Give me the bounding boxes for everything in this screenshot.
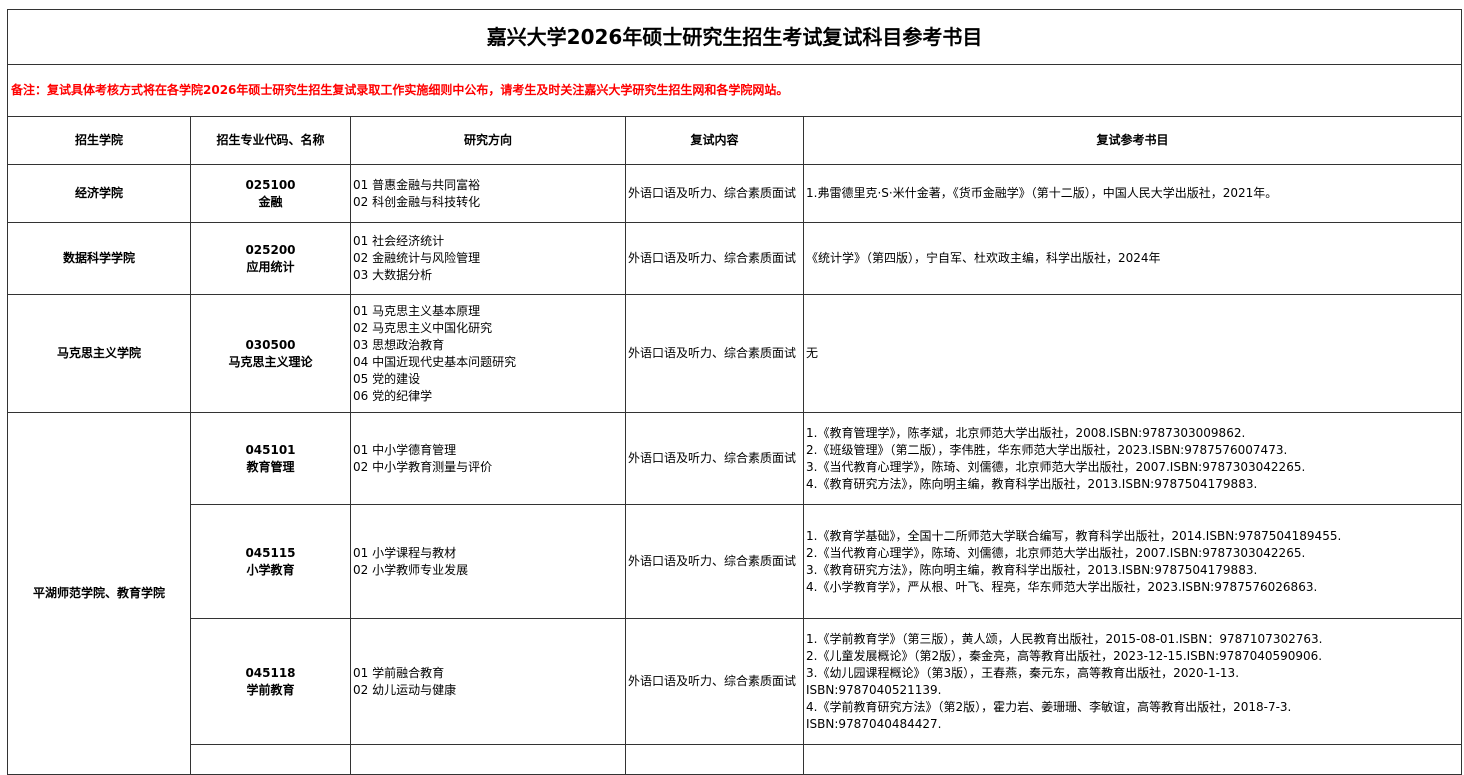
content-cell: 外语口语及听力、综合素质面试	[625, 618, 804, 745]
directions-cell: 01 社会经济统计 02 金融统计与风险管理 03 大数据分析	[350, 222, 626, 295]
page-title: 嘉兴大学2026年硕士研究生招生考试复试科目参考书目	[6, 9, 1463, 65]
college-cell: 马克思主义学院	[7, 294, 191, 413]
header-college: 招生学院	[7, 116, 191, 165]
major-code: 045115	[245, 545, 296, 560]
books-cell: 1.《教育管理学》，陈孝斌，北京师范大学出版社，2008.ISBN:978730…	[802, 412, 1463, 505]
major-name: 教育管理	[246, 459, 295, 474]
books-cell: 1.《学前教育学》（第三版），黄人颂，人民教育出版社，2015-08-01.IS…	[802, 618, 1463, 745]
major-name: 马克思主义理论	[228, 354, 313, 369]
major-cell: 025100 金融	[190, 164, 351, 223]
major-cell: 045115 小学教育	[190, 504, 351, 619]
table-row: 经济学院 025100 金融 01 普惠金融与共同富裕 02 科创金融与科技转化 …	[7, 164, 1463, 223]
books-cell: 1.《教育学基础》，全国十二所师范大学联合编写，教育科学出版社，2014.ISB…	[802, 504, 1463, 619]
directions-cell: 01 马克思主义基本原理 02 马克思主义中国化研究 03 思想政治教育 04 …	[350, 294, 626, 413]
major-cell: 025200 应用统计	[190, 222, 351, 295]
table-row	[8, 744, 1463, 775]
directions-cell: 01 学前融合教育 02 幼儿运动与健康	[350, 618, 626, 745]
content-cell: 外语口语及听力、综合素质面试	[625, 412, 804, 505]
college-cell: 数据科学学院	[7, 222, 191, 295]
empty-cell	[625, 744, 804, 775]
header-books: 复试参考书目	[802, 116, 1463, 165]
header-content: 复试内容	[625, 116, 804, 165]
empty-cell	[190, 744, 351, 775]
books-cell: 1.弗雷德里克·S·米什金著，《货币金融学》（第十二版），中国人民大学出版社，2…	[802, 164, 1463, 223]
content-cell: 外语口语及听力、综合素质面试	[625, 294, 804, 413]
content-cell: 外语口语及听力、综合素质面试	[625, 504, 804, 619]
books-cell: 《统计学》（第四版），宁自军、杜欢政主编，科学出版社，2024年	[802, 222, 1463, 295]
header-major: 招生专业代码、名称	[190, 116, 351, 165]
major-code: 025200	[245, 242, 296, 257]
table-row: 平湖师范学院、教育学院 045101 教育管理 01 中小学德育管理 02 中小学…	[7, 412, 1463, 775]
major-cell: 045101 教育管理	[190, 412, 351, 505]
major-code: 030500	[245, 337, 296, 352]
note-text: 备注：复试具体考核方式将在各学院2026年硕士研究生招生复试录取工作实施细则中公…	[6, 64, 1463, 117]
major-name: 学前教育	[246, 682, 295, 697]
empty-cell	[802, 744, 1463, 775]
table-row: 045118 学前教育 01 学前融合教育 02 幼儿运动与健康 外语口语及听力、…	[8, 618, 1463, 745]
major-name: 金融	[258, 194, 283, 209]
directions-cell: 01 中小学德育管理 02 中小学教育测量与评价	[350, 412, 626, 505]
directions-cell: 01 普惠金融与共同富裕 02 科创金融与科技转化	[350, 164, 626, 223]
header-row: 招生学院 招生专业代码、名称 研究方向 复试内容 复试参考书目	[7, 116, 1463, 165]
directions-cell: 01 小学课程与教材 02 小学教师专业发展	[350, 504, 626, 619]
content-cell: 外语口语及听力、综合素质面试	[625, 222, 804, 295]
college-cell: 经济学院	[7, 164, 191, 223]
major-name: 小学教育	[246, 562, 295, 577]
content-cell: 外语口语及听力、综合素质面试	[625, 164, 804, 223]
major-code: 045118	[245, 665, 296, 680]
header-directions: 研究方向	[350, 116, 626, 165]
table-row: 045115 小学教育 01 小学课程与教材 02 小学教师专业发展 外语口语及听…	[8, 504, 1463, 619]
table-row: 马克思主义学院 030500 马克思主义理论 01 马克思主义基本原理 02 马克…	[7, 294, 1463, 413]
college-cell: 平湖师范学院、教育学院	[7, 412, 191, 775]
major-cell: 030500 马克思主义理论	[190, 294, 351, 413]
major-code: 045101	[245, 442, 296, 457]
major-name: 应用统计	[246, 259, 295, 274]
books-cell: 无	[802, 294, 1463, 413]
table-row: 数据科学学院 025200 应用统计 01 社会经济统计 02 金融统计与风险管理…	[7, 222, 1463, 295]
empty-cell	[350, 744, 626, 775]
reference-book-table: 嘉兴大学2026年硕士研究生招生考试复试科目参考书目 备注：复试具体考核方式将在…	[6, 9, 1463, 775]
major-code: 025100	[245, 177, 296, 192]
major-cell: 045118 学前教育	[190, 618, 351, 745]
